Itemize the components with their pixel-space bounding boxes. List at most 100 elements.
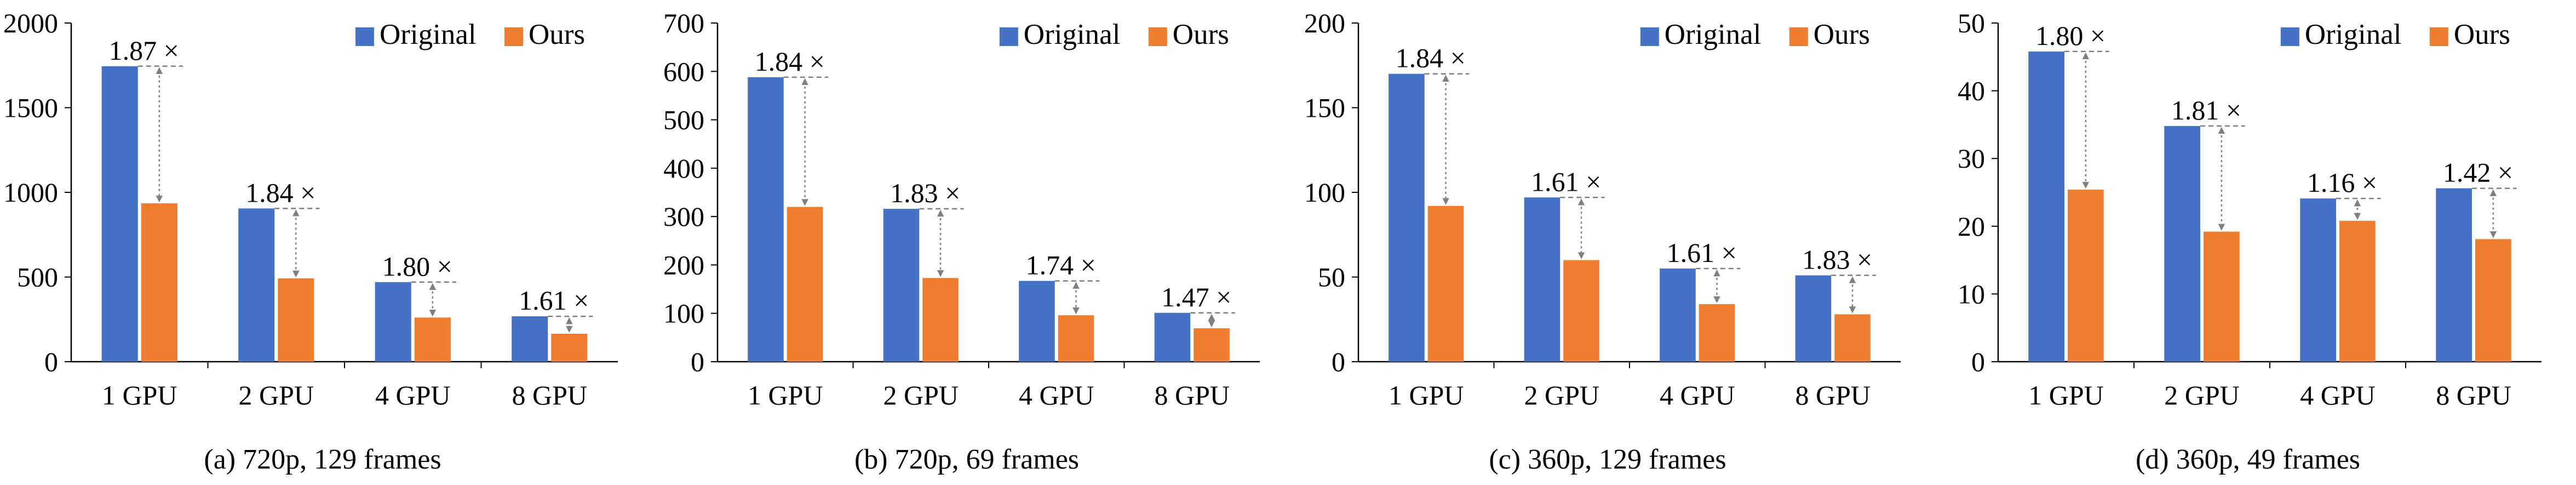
y-tick-label: 50 <box>1318 262 1345 293</box>
x-tick-label: 4 GPU <box>1019 380 1094 410</box>
chart-panel-4: 0 10 20 30 40 50 1.80 × 1 GPU 1.81 × 2 GPU 1.16 × 4… <box>1958 8 2541 475</box>
bar-original <box>748 77 784 362</box>
speedup-label: 1.80 × <box>2035 20 2105 51</box>
y-tick-label: 100 <box>663 298 704 329</box>
bar-ours <box>922 278 959 362</box>
chart-panel-1: 0 500 1000 1500 2000 1.87 × 1 GPU 1.84 × 2 GPU 1.… <box>3 8 618 475</box>
legend-label-original: Original <box>1665 19 1762 50</box>
bar-original <box>238 208 275 362</box>
speedup-label: 1.80 × <box>382 251 452 282</box>
x-tick-label: 4 GPU <box>2300 380 2376 410</box>
chart-panel-2: 0 100 200 300 400 500 600 700 1.84 × 1 GPU 1.83 × 2… <box>663 8 1260 475</box>
bar-ours <box>414 317 451 362</box>
bar-original <box>2300 198 2336 362</box>
legend-swatch-original <box>1640 27 1659 46</box>
bar-original <box>1154 312 1191 362</box>
y-tick-label: 400 <box>663 153 704 184</box>
y-tick-label: 600 <box>663 56 704 87</box>
speedup-label: 1.42 × <box>2443 157 2513 188</box>
legend-swatch-original <box>999 27 1018 46</box>
x-tick-label: 1 GPU <box>102 380 177 410</box>
y-tick-label: 30 <box>1958 143 1985 174</box>
x-tick-label: 8 GPU <box>1795 380 1871 410</box>
y-tick-label: 700 <box>663 8 704 38</box>
bar-original <box>1795 275 1832 362</box>
bar-original <box>883 209 920 362</box>
x-tick-label: 1 GPU <box>1389 380 1464 410</box>
x-tick-label: 2 GPU <box>238 380 314 410</box>
y-tick-label: 100 <box>1304 177 1345 208</box>
speedup-label: 1.83 × <box>1802 244 1872 275</box>
y-tick-label: 200 <box>663 249 704 280</box>
bar-ours <box>2204 231 2240 362</box>
y-tick-label: 1000 <box>3 177 58 208</box>
speedup-label: 1.84 × <box>755 46 825 77</box>
y-tick-label: 200 <box>1304 8 1345 38</box>
x-tick-label: 4 GPU <box>375 380 451 410</box>
bar-ours <box>1563 260 1599 362</box>
legend-label-ours: Ours <box>2454 19 2510 50</box>
bar-ours <box>2068 190 2104 362</box>
speedup-label: 1.61 × <box>1667 237 1737 268</box>
legend-label-ours: Ours <box>1173 19 1229 50</box>
bar-original <box>512 316 548 362</box>
legend-label-ours: Ours <box>1814 19 1870 50</box>
y-tick-label: 300 <box>663 201 704 232</box>
y-tick-label: 2000 <box>3 8 58 38</box>
bar-ours <box>551 334 588 362</box>
bar-ours <box>278 278 314 362</box>
x-tick-label: 4 GPU <box>1660 380 1735 410</box>
legend-label-ours: Ours <box>529 19 585 50</box>
panel-caption: (c) 360p, 129 frames <box>1489 444 1726 475</box>
bar-ours <box>1699 304 1735 362</box>
x-tick-label: 8 GPU <box>1154 380 1230 410</box>
x-tick-label: 1 GPU <box>2028 380 2104 410</box>
bar-original <box>1660 269 1696 362</box>
x-tick-label: 2 GPU <box>2164 380 2240 410</box>
bar-original <box>1019 281 1055 362</box>
speedup-label: 1.16 × <box>2307 167 2377 198</box>
y-tick-label: 40 <box>1958 76 1985 106</box>
bar-original <box>2164 125 2200 362</box>
legend-label-original: Original <box>1024 19 1121 50</box>
panel-caption: (a) 720p, 129 frames <box>204 444 441 475</box>
chart-panel-3: 0 50 100 150 200 1.84 × 1 GPU 1.61 × 2 GPU 1.61 ×… <box>1304 8 1901 475</box>
bar-original <box>2028 51 2064 362</box>
y-tick-label: 0 <box>691 346 704 377</box>
y-tick-label: 10 <box>1958 278 1985 309</box>
legend-swatch-ours <box>1148 27 1167 46</box>
x-tick-label: 2 GPU <box>883 380 959 410</box>
speedup-label: 1.83 × <box>890 178 960 208</box>
x-tick-label: 8 GPU <box>2436 380 2511 410</box>
legend-swatch-ours <box>504 27 523 46</box>
bar-ours <box>1194 328 1230 362</box>
speedup-label: 1.47 × <box>1161 282 1231 312</box>
bar-ours <box>1834 314 1871 362</box>
bar-ours <box>141 203 177 362</box>
bar-original <box>2436 188 2472 362</box>
speedup-label: 1.84 × <box>245 177 315 208</box>
speedup-label: 1.87 × <box>109 35 179 66</box>
y-tick-label: 0 <box>1971 346 1985 377</box>
x-tick-label: 8 GPU <box>512 380 587 410</box>
bar-ours <box>1058 315 1094 362</box>
speedup-label: 1.61 × <box>1531 166 1601 197</box>
legend-label-original: Original <box>380 19 477 50</box>
speedup-label: 1.74 × <box>1026 250 1096 281</box>
speedup-label: 1.84 × <box>1396 43 1466 73</box>
x-tick-label: 2 GPU <box>1524 380 1599 410</box>
legend-label-original: Original <box>2305 19 2402 50</box>
bar-ours <box>2339 220 2376 362</box>
panel-caption: (b) 720p, 69 frames <box>854 444 1079 475</box>
bar-original <box>375 282 411 362</box>
legend-swatch-ours <box>2429 27 2448 46</box>
y-tick-label: 1500 <box>3 93 58 123</box>
y-tick-label: 50 <box>1958 8 1985 38</box>
speedup-label: 1.61 × <box>519 285 589 316</box>
bar-original <box>1389 73 1425 362</box>
y-tick-label: 0 <box>44 346 58 377</box>
y-tick-label: 500 <box>663 105 704 135</box>
bar-original <box>1524 197 1560 362</box>
bar-original <box>101 66 138 362</box>
speedup-label: 1.81 × <box>2171 95 2241 125</box>
